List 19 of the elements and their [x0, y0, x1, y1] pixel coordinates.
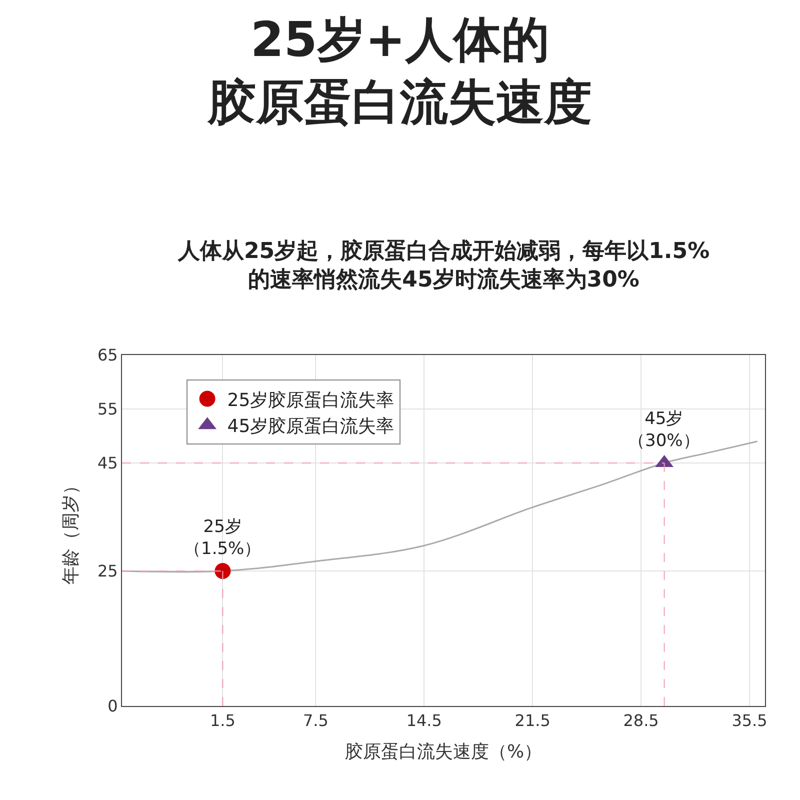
y-axis-title: 年龄（周岁） [60, 476, 82, 584]
x-tick-label: 28.5 [623, 711, 659, 730]
x-tick-label: 14.5 [406, 711, 442, 730]
annotation: 25岁（1.5%） [184, 517, 262, 560]
chart-subtitle: 人体从25岁起，胶原蛋白合成开始减弱，每年以1.5%的速率悄然流失45岁时流失速率为30% [177, 238, 710, 293]
x-tick-label: 7.5 [302, 711, 328, 730]
annotation: 45岁（30%） [628, 409, 700, 452]
y-tick-label: 45 [97, 454, 118, 473]
legend-label: 25岁胶原蛋白流失率 [227, 390, 394, 411]
y-tick-label: 55 [97, 400, 118, 419]
x-tick-label: 1.5 [210, 711, 236, 730]
y-tick-label: 0 [108, 696, 118, 716]
x-tick-label: 21.5 [514, 711, 550, 730]
y-tick-label: 25 [97, 562, 118, 581]
chart-title: 25岁+人体的胶原蛋白流失速度 [207, 12, 592, 130]
x-tick-label: 35.5 [732, 711, 768, 730]
x-axis-title: 胶原蛋白流失速度（%） [344, 741, 542, 762]
y-tick-label: 65 [97, 346, 118, 365]
legend-label: 45岁胶原蛋白流失率 [227, 416, 394, 438]
